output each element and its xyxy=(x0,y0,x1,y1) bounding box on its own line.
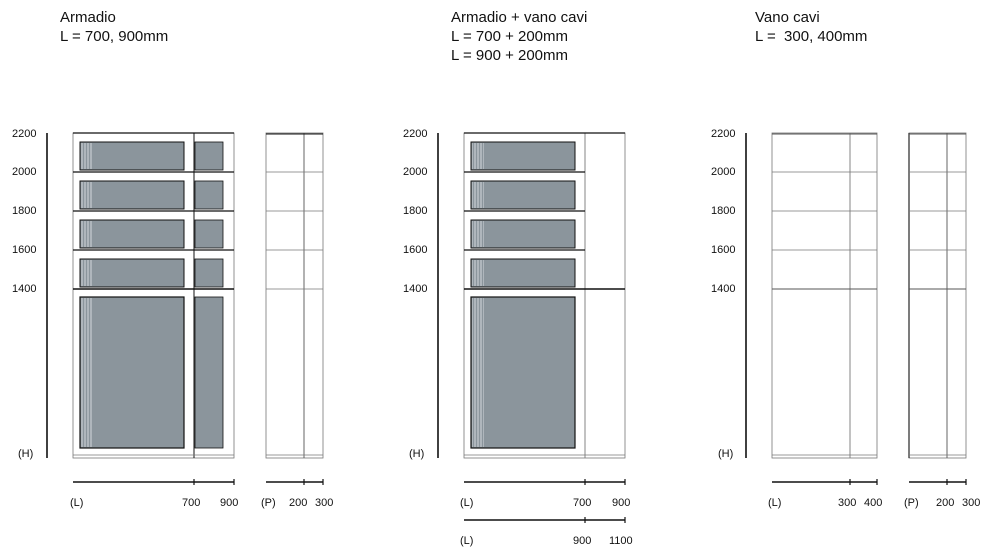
height-tick-label: 1400 xyxy=(403,283,427,295)
panel-subtitle: L = 700 + 200mm xyxy=(451,28,569,45)
side-panel xyxy=(194,180,224,210)
height-tick-label: 1800 xyxy=(403,205,427,217)
hinge-detail xyxy=(81,221,93,247)
height-tick-label: 1800 xyxy=(711,205,735,217)
width-tick-label: 900 xyxy=(612,497,630,509)
panel-title: Armadio + vano cavi xyxy=(451,9,588,26)
door-panel xyxy=(79,219,185,249)
side-view-outline xyxy=(908,132,967,459)
cable-frame-outline xyxy=(771,132,878,459)
side-view-outline xyxy=(265,132,324,459)
width-axis-label: (L) xyxy=(70,497,83,509)
hinge-detail xyxy=(472,182,484,208)
width-tick-label: 400 xyxy=(864,497,882,509)
door-panel xyxy=(470,219,576,249)
title-armadio-vano-cavi: Armadio + vano cavi L = 700 + 200mm L = … xyxy=(451,8,587,65)
door-panel xyxy=(79,258,185,288)
title-vano-cavi: Vano cavi L = 300, 400mm xyxy=(755,8,867,46)
hinge-detail xyxy=(472,143,484,169)
height-axis-label: (H) xyxy=(409,448,424,460)
height-tick-label: 1600 xyxy=(12,244,36,256)
height-tick-label: 1600 xyxy=(711,244,735,256)
hinge-detail xyxy=(81,260,93,286)
door-panel xyxy=(470,180,576,210)
width-tick-label: 900 xyxy=(573,535,591,547)
door-panel xyxy=(79,141,185,171)
hinge-detail xyxy=(472,260,484,286)
height-tick-label: 2200 xyxy=(12,128,36,140)
side-panel xyxy=(194,141,224,171)
panel-title: Armadio xyxy=(60,9,116,26)
depth-tick-label: 300 xyxy=(962,497,980,509)
door-panel-large xyxy=(79,296,185,449)
panel-subtitle: L = 700, 900mm xyxy=(60,28,169,45)
depth-tick-label: 200 xyxy=(936,497,954,509)
height-tick-label: 1400 xyxy=(12,283,36,295)
depth-axis-label: (P) xyxy=(904,497,919,509)
door-panel xyxy=(79,180,185,210)
width-tick-label: 1100 xyxy=(609,535,633,547)
side-panel xyxy=(194,219,224,249)
height-tick-label: 2200 xyxy=(711,128,735,140)
height-tick-label: 2000 xyxy=(12,166,36,178)
height-tick-label: 1400 xyxy=(711,283,735,295)
width-axis-label: (L) xyxy=(768,497,781,509)
depth-axis-label: (P) xyxy=(261,497,276,509)
width-tick-label: 900 xyxy=(220,497,238,509)
width-tick-label: 300 xyxy=(838,497,856,509)
panel-subtitle: L = 900 + 200mm xyxy=(451,47,569,64)
panel-subtitle: L = 300, 400mm xyxy=(755,28,868,45)
panel-title: Vano cavi xyxy=(755,9,820,26)
height-tick-label: 1600 xyxy=(403,244,427,256)
door-panel xyxy=(470,258,576,288)
height-tick-label: 2200 xyxy=(403,128,427,140)
side-panel xyxy=(194,258,224,288)
width-tick-label: 700 xyxy=(573,497,591,509)
width-axis-label: (L) xyxy=(460,497,473,509)
hinge-detail xyxy=(472,221,484,247)
hinge-detail xyxy=(81,298,93,447)
panel-armadio: 2200 2000 1800 1600 1400 (H) xyxy=(12,128,333,509)
panel-vano-cavi: 2200 2000 1800 1600 1400 (H) (L) 300 400 xyxy=(711,128,980,509)
title-armadio: Armadio L = 700, 900mm xyxy=(60,8,168,46)
height-axis-label: (H) xyxy=(18,448,33,460)
depth-tick-label: 300 xyxy=(315,497,333,509)
height-tick-label: 1800 xyxy=(12,205,36,217)
side-panel xyxy=(194,296,224,449)
width-tick-label: 700 xyxy=(182,497,200,509)
hinge-detail xyxy=(81,143,93,169)
panel-armadio-vano-cavi: 2200 2000 1800 1600 1400 (H) (L) 700 900 xyxy=(403,128,633,547)
width-axis-label: (L) xyxy=(460,535,473,547)
door-panel xyxy=(470,141,576,171)
door-panel-large xyxy=(470,296,576,449)
depth-tick-label: 200 xyxy=(289,497,307,509)
height-tick-label: 2000 xyxy=(711,166,735,178)
hinge-detail xyxy=(472,298,484,447)
height-axis-label: (H) xyxy=(718,448,733,460)
hinge-detail xyxy=(81,182,93,208)
height-tick-label: 2000 xyxy=(403,166,427,178)
